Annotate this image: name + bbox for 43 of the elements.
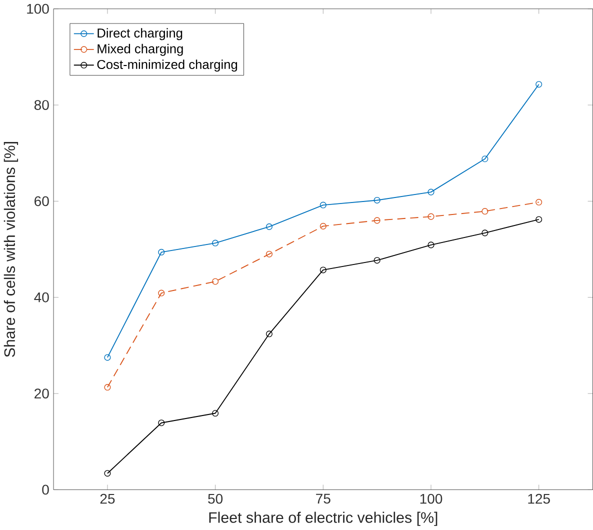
x-tick-label: 75 (316, 494, 330, 504)
y-tick-label: 0 (42, 484, 49, 495)
x-tick-label: 125 (528, 494, 550, 504)
point (536, 198, 542, 206)
point (266, 250, 272, 258)
point (158, 420, 165, 426)
point (266, 224, 272, 230)
point (374, 217, 380, 224)
y-tick-label: 80 (34, 100, 49, 110)
legend-label: Cost-minimized charging (97, 60, 238, 72)
x-tick-label: 100 (420, 494, 442, 504)
point (158, 290, 165, 296)
legend-label: Mixed charging (98, 44, 183, 56)
x-tick-label: 25 (100, 494, 115, 504)
point (428, 188, 434, 196)
y-tick-label: 60 (34, 196, 49, 206)
legend-label: Direct charging (98, 28, 182, 40)
point (482, 156, 488, 162)
point (536, 81, 542, 88)
x-axis-title: Fleet share of electric vehicles [%] (209, 512, 438, 526)
point (482, 208, 488, 215)
point (374, 197, 380, 204)
point (212, 410, 219, 417)
y-tick-label: 100 (27, 4, 49, 14)
y-tick-label: 20 (34, 388, 49, 399)
point (104, 470, 111, 477)
point (212, 240, 219, 246)
y-axis-title: Share of cells with violations [%] (4, 142, 18, 358)
point (536, 216, 542, 223)
y-tick-label: 40 (34, 292, 49, 302)
point (212, 278, 219, 285)
point (482, 230, 488, 236)
point (266, 330, 272, 338)
point (158, 248, 165, 256)
point (104, 354, 111, 361)
point (320, 266, 326, 274)
point (104, 384, 111, 391)
point (320, 202, 326, 208)
point (374, 257, 380, 264)
point (428, 242, 434, 248)
point (428, 213, 434, 220)
x-tick-label: 50 (208, 494, 223, 504)
point (320, 223, 326, 230)
